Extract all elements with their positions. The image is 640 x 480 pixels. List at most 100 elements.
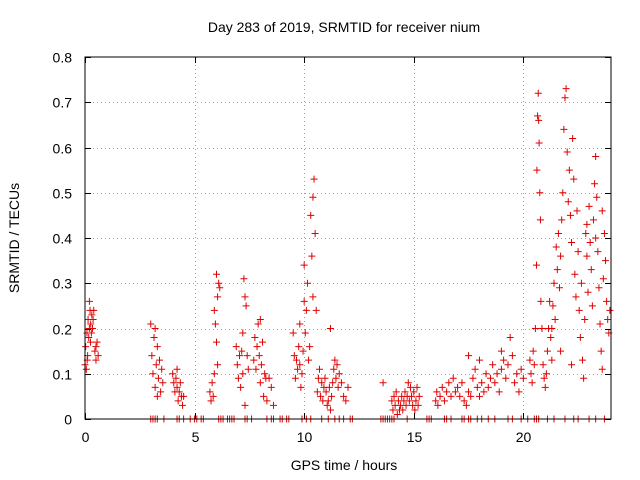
data-point (147, 320, 155, 328)
data-point (532, 261, 540, 269)
data-point (560, 125, 568, 133)
data-point (576, 334, 584, 342)
data-point (159, 379, 167, 387)
data-point (263, 397, 271, 405)
data-point (392, 388, 400, 396)
data-point (305, 356, 313, 364)
data-point (243, 352, 251, 360)
data-point (251, 334, 259, 342)
data-point (233, 361, 241, 369)
data-point (566, 211, 574, 219)
data-point (598, 207, 606, 215)
data-point (408, 392, 416, 400)
data-point (292, 356, 300, 364)
data-point (606, 306, 614, 314)
data-point (267, 383, 275, 391)
data-point (542, 370, 550, 378)
data-point (433, 388, 441, 396)
data-point (236, 352, 244, 360)
data-point (255, 352, 263, 360)
data-point (238, 347, 246, 355)
data-point (513, 370, 521, 378)
data-point (484, 383, 492, 391)
data-point (174, 397, 182, 405)
data-point (575, 306, 583, 314)
data-point (589, 216, 597, 224)
data-point (256, 379, 264, 387)
data-point (539, 361, 547, 369)
data-point (432, 397, 440, 405)
data-point (434, 401, 442, 409)
data-point (299, 347, 307, 355)
data-point (436, 392, 444, 400)
y-tick-label: 0.8 (53, 50, 73, 66)
data-point (541, 383, 549, 391)
x-tick-label: 15 (407, 429, 423, 445)
data-point (303, 279, 311, 287)
data-point (300, 297, 308, 305)
data-point (259, 338, 267, 346)
data-point (579, 356, 587, 364)
data-point (536, 216, 544, 224)
data-point (451, 388, 459, 396)
data-point (497, 365, 505, 373)
data-point (495, 388, 503, 396)
data-points (81, 85, 614, 423)
data-point (405, 397, 413, 405)
data-point (298, 370, 306, 378)
data-point (482, 370, 490, 378)
data-point (172, 374, 180, 382)
data-point (526, 356, 534, 364)
data-point (598, 365, 606, 373)
y-axis-label: SRMTID / TECUs (6, 183, 22, 293)
data-point (156, 356, 164, 364)
data-point (335, 370, 343, 378)
data-point (603, 297, 611, 305)
data-point (85, 334, 93, 342)
x-tick-label: 10 (297, 429, 313, 445)
data-point (543, 347, 551, 355)
data-point (93, 338, 101, 346)
data-point (152, 361, 160, 369)
data-point (604, 315, 612, 323)
y-tick-label: 0.3 (53, 276, 73, 292)
data-point (234, 374, 242, 382)
data-point (582, 229, 590, 237)
data-point (592, 234, 600, 242)
data-point (324, 397, 332, 405)
data-point (546, 297, 554, 305)
data-point (596, 320, 604, 328)
data-point (88, 311, 96, 319)
data-point (467, 392, 475, 400)
data-point (583, 252, 591, 260)
data-point (389, 406, 397, 414)
data-point (497, 347, 505, 355)
data-point (529, 347, 537, 355)
data-point (438, 383, 446, 391)
data-point (312, 306, 320, 314)
data-point (535, 139, 543, 147)
data-point (302, 306, 310, 314)
chart-title: Day 283 of 2019, SRMTID for receiver niu… (208, 19, 480, 35)
data-point (82, 343, 90, 351)
data-point (313, 388, 321, 396)
data-point (296, 320, 304, 328)
data-point (552, 243, 560, 251)
data-point (332, 374, 340, 382)
data-point (568, 361, 576, 369)
data-point (257, 361, 265, 369)
data-point (595, 284, 603, 292)
data-point (253, 343, 261, 351)
data-point (149, 370, 157, 378)
data-point (300, 261, 308, 269)
data-point (473, 383, 481, 391)
data-point (399, 406, 407, 414)
data-point (82, 365, 90, 373)
data-point (241, 293, 249, 301)
data-point (602, 257, 610, 265)
data-point (254, 320, 262, 328)
data-point (558, 216, 566, 224)
data-point (588, 302, 596, 310)
data-point (572, 293, 580, 301)
